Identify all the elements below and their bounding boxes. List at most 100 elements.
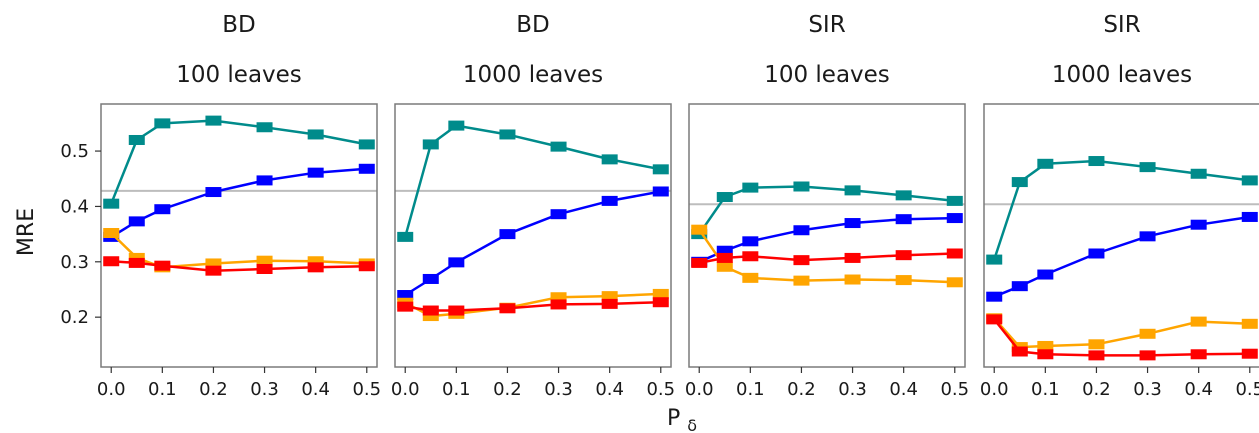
x-tick-label: 0.2 (787, 379, 816, 400)
series-2 (986, 211, 1258, 302)
data-point (601, 195, 618, 206)
data-point (307, 256, 324, 267)
panel-2: BD 1000 leaves 0.0 0.1 0.2 0.3 0.4 0.5 (391, 12, 675, 400)
series-line (993, 317, 1250, 349)
series-line (110, 167, 367, 238)
series-2 (103, 163, 375, 242)
data-point (128, 134, 145, 145)
data-point (358, 139, 375, 150)
x-tick-label: 0.2 (1082, 379, 1111, 400)
data-point (1037, 349, 1054, 360)
data-point (986, 291, 1003, 302)
panel-frame (688, 103, 966, 368)
data-point (358, 163, 375, 174)
data-point (1088, 248, 1105, 259)
panels: BD 100 leaves 0.0 0.1 0.2 0.3 0.4 0.5 0.2 0.3 0.4 0… (60, 12, 1259, 400)
data-point (844, 218, 861, 229)
data-point (716, 192, 733, 203)
panel-frame (394, 103, 672, 368)
data-point (742, 251, 759, 262)
series-4 (986, 314, 1258, 361)
x-axis-title-subscript: δ (687, 416, 697, 433)
data-point (128, 216, 145, 227)
data-point (1088, 156, 1105, 167)
x-tick-label: 0.1 (736, 379, 765, 400)
x-tick-label: 0.5 (646, 379, 675, 400)
data-point (844, 252, 861, 263)
data-point (1241, 348, 1258, 359)
data-point (601, 154, 618, 165)
data-point (716, 252, 733, 263)
data-point (895, 250, 912, 261)
x-tick-label: 0.3 (838, 379, 867, 400)
data-point (793, 181, 810, 192)
x-tick-label: 0.4 (889, 379, 918, 400)
data-point (1139, 350, 1156, 361)
data-point (550, 292, 567, 303)
data-point (103, 198, 120, 209)
data-point (1088, 339, 1105, 350)
series-line (993, 215, 1250, 298)
x-tick-label: 0.5 (1235, 379, 1259, 400)
data-point (550, 209, 567, 220)
data-point (986, 314, 1003, 325)
data-point (691, 224, 708, 235)
panel-1: BD 100 leaves 0.0 0.1 0.2 0.3 0.4 0.5 0.2 0.3 0.4 0… (60, 12, 381, 400)
panel-subtitle: 1000 leaves (1052, 62, 1192, 88)
data-point (652, 297, 669, 308)
y-axis-title: MRE (14, 208, 39, 256)
data-point (986, 254, 1003, 265)
data-point (103, 256, 120, 267)
data-point (448, 305, 465, 316)
data-point (1139, 231, 1156, 242)
data-point (154, 260, 171, 271)
data-point (499, 129, 516, 140)
data-point (793, 275, 810, 286)
series-1 (986, 156, 1258, 265)
data-point (307, 262, 324, 273)
x-tick-label: 0.3 (1133, 379, 1162, 400)
data-point (397, 290, 414, 301)
x-tick-label: 0.2 (199, 379, 228, 400)
data-point (358, 261, 375, 272)
panel-3: SIR 100 leaves 0.0 0.1 0.2 0.3 0.4 0.5 (685, 12, 969, 400)
data-point (1011, 177, 1028, 188)
data-point (128, 257, 145, 268)
data-point (550, 299, 567, 310)
data-point (154, 204, 171, 215)
x-tick-label: 0.3 (544, 379, 573, 400)
data-point (1011, 346, 1028, 357)
data-point (946, 195, 963, 206)
data-point (1037, 269, 1054, 280)
series-line (403, 124, 662, 238)
series-1 (691, 181, 963, 240)
panel-title: BD (222, 12, 256, 38)
data-point (1037, 340, 1054, 351)
data-point (205, 115, 222, 126)
x-tick-label: 0.4 (595, 379, 624, 400)
x-tick-label: 0.1 (1031, 379, 1060, 400)
x-tick-label: 0.0 (391, 379, 420, 400)
x-tick-label: 0.5 (352, 379, 381, 400)
panel-title: BD (516, 12, 550, 38)
data-point (652, 186, 669, 197)
data-point (307, 167, 324, 178)
data-point (1190, 168, 1207, 179)
data-point (946, 213, 963, 224)
y-tick-label: 0.4 (60, 196, 89, 217)
data-point (1190, 219, 1207, 230)
data-point (652, 288, 669, 299)
data-point (844, 185, 861, 196)
panel-frame (100, 103, 378, 368)
data-point (422, 273, 439, 284)
data-point (307, 129, 324, 140)
series-3 (986, 313, 1258, 353)
series-4 (397, 297, 669, 316)
panel-subtitle: 1000 leaves (463, 62, 603, 88)
data-point (448, 120, 465, 131)
x-tick-label: 0.1 (442, 379, 471, 400)
series-line (404, 292, 661, 318)
panel-4: SIR 1000 leaves 0.0 0.1 0.2 0.3 0.4 0.5 (980, 12, 1259, 400)
x-axis-title: P δ (667, 406, 697, 433)
